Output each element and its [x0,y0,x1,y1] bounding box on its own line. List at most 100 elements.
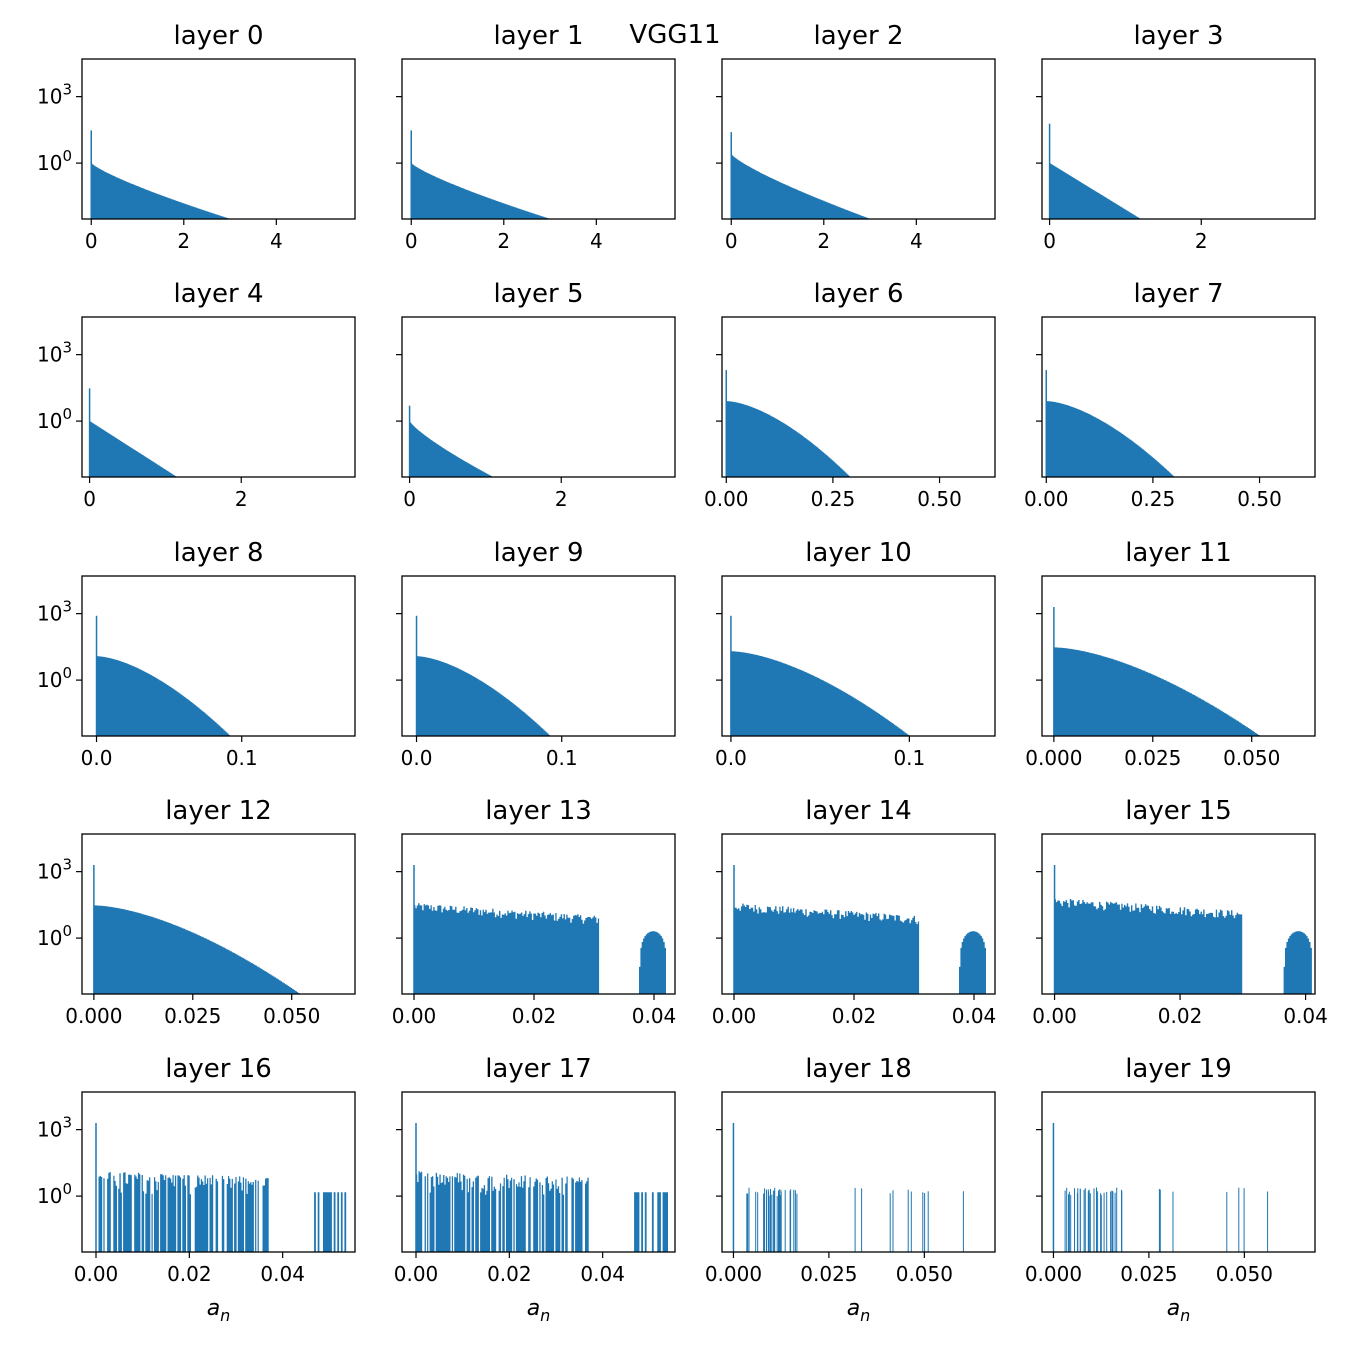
panel-title: layer 15 [1125,796,1232,826]
x-tick-label: 0.1 [226,746,258,770]
panel-title: layer 6 [813,279,903,309]
x-tick-label: 2 [177,229,190,253]
histogram-bars [1054,899,1312,994]
y-tick-label: 100 [37,664,72,692]
x-tick-label: 0.25 [811,487,856,511]
panel-title: layer 12 [165,796,272,826]
panel-12: layer 12 0.000 0.025 0.050 103 100 [37,796,356,1028]
x-tick-label: 0.02 [167,1262,212,1286]
panel-title: layer 19 [1125,1054,1232,1084]
x-tick-label: 2 [555,487,568,511]
y-tick-label: 103 [37,339,72,367]
histogram-bars [416,656,551,736]
x-tick-label: 0.04 [580,1262,625,1286]
panel-title: layer 2 [813,21,903,51]
x-axis-label: an [847,1296,871,1325]
x-tick-label: 0.000 [65,1004,122,1028]
axes-frame [81,316,356,478]
x-tick-label: 0.050 [1223,746,1280,770]
x-tick-label: 0.025 [1124,746,1181,770]
x-tick-label: 0.00 [74,1262,119,1286]
axes-frame [721,575,996,737]
x-tick-label: 0.0 [81,746,113,770]
panel-3: layer 3 0 2 [1036,21,1316,253]
panel-13: layer 13 0.00 0.02 0.04 [392,796,677,1028]
histogram-bars [411,163,551,219]
figure-title: VGG11 [629,20,721,50]
histogram-bars [726,401,850,477]
axes-frame [81,575,356,737]
x-tick-label: 4 [270,229,283,253]
x-tick-label: 0 [85,229,98,253]
x-axis-label: an [527,1296,551,1325]
histogram-bars [414,903,666,994]
x-tick-label: 0 [83,487,96,511]
x-tick-label: 0.02 [487,1262,532,1286]
panel-title: layer 17 [485,1054,592,1084]
x-tick-label: 0.25 [1131,487,1176,511]
panel-10: layer 10 0.0 0.1 [715,538,996,770]
x-axis-label: an [207,1296,231,1325]
y-tick-label: 103 [37,856,72,884]
axes-frame [1041,1091,1316,1253]
histogram-bars [730,651,910,736]
x-tick-label: 0.50 [1237,487,1282,511]
panel-1: layer 1 0 2 4 [396,21,676,253]
y-tick-label: 100 [37,1180,72,1208]
panel-5: layer 5 0 2 [396,279,676,511]
panel-4: layer 4 0 2 103 100 [37,279,356,511]
x-tick-label: 2 [235,487,248,511]
histogram-bars [1046,401,1175,477]
y-tick-label: 100 [37,405,72,433]
axes-frame [401,833,676,995]
histogram-bars [91,163,231,219]
x-tick-label: 0.04 [1283,1004,1328,1028]
x-tick-label: 0.04 [632,1004,677,1028]
axes-frame [81,1091,356,1253]
panel-title: layer 4 [173,279,263,309]
x-tick-label: 0.050 [896,1262,953,1286]
x-tick-label: 0.1 [546,746,578,770]
axes-frame [1041,833,1316,995]
axes-frame [721,833,996,995]
histogram-bars [746,1187,964,1252]
panel-title: layer 18 [805,1054,912,1084]
x-tick-label: 4 [590,229,603,253]
y-tick-label: 100 [37,147,72,175]
axes-frame [721,58,996,220]
x-tick-label: 0.050 [1216,1262,1273,1286]
panel-19: layer 19 0.000 0.025 0.050 an [1025,1054,1316,1325]
x-tick-label: 0.04 [260,1262,305,1286]
histogram-bars [96,1172,348,1252]
panel-2: layer 2 0 2 4 [716,21,996,253]
histogram-bars [734,903,986,994]
x-tick-label: 0.00 [394,1262,439,1286]
x-tick-label: 0.50 [917,487,962,511]
x-tick-label: 0 [405,229,418,253]
panel-title: layer 3 [1133,21,1223,51]
panel-0: layer 0 0 2 4 103 100 [37,21,356,253]
axes-frame [721,1091,996,1253]
x-tick-label: 0 [403,487,416,511]
x-tick-label: 4 [910,229,923,253]
axes-frame [1041,316,1316,478]
x-tick-label: 2 [497,229,510,253]
x-tick-label: 0.02 [1158,1004,1203,1028]
x-tick-label: 0.02 [512,1004,557,1028]
y-tick-label: 103 [37,81,72,109]
y-tick-label: 100 [37,922,72,950]
panel-15: layer 15 0.00 0.02 0.04 [1032,796,1328,1028]
histogram-bars [1049,163,1141,219]
x-tick-label: 0.02 [832,1004,877,1028]
x-tick-label: 0.000 [705,1262,762,1286]
x-axis-label: an [1167,1296,1191,1325]
histogram-bars [89,421,177,477]
x-tick-label: 0.050 [263,1004,320,1028]
histogram-bars [1064,1187,1269,1252]
panel-17: layer 17 0.00 0.02 0.04 an [394,1054,676,1325]
panel-title: layer 11 [1125,538,1232,568]
histogram-bars [416,1171,668,1252]
x-tick-label: 0.025 [1120,1262,1177,1286]
axes-frame [401,58,676,220]
panel-8: layer 8 0.0 0.1 103 100 [37,538,356,770]
